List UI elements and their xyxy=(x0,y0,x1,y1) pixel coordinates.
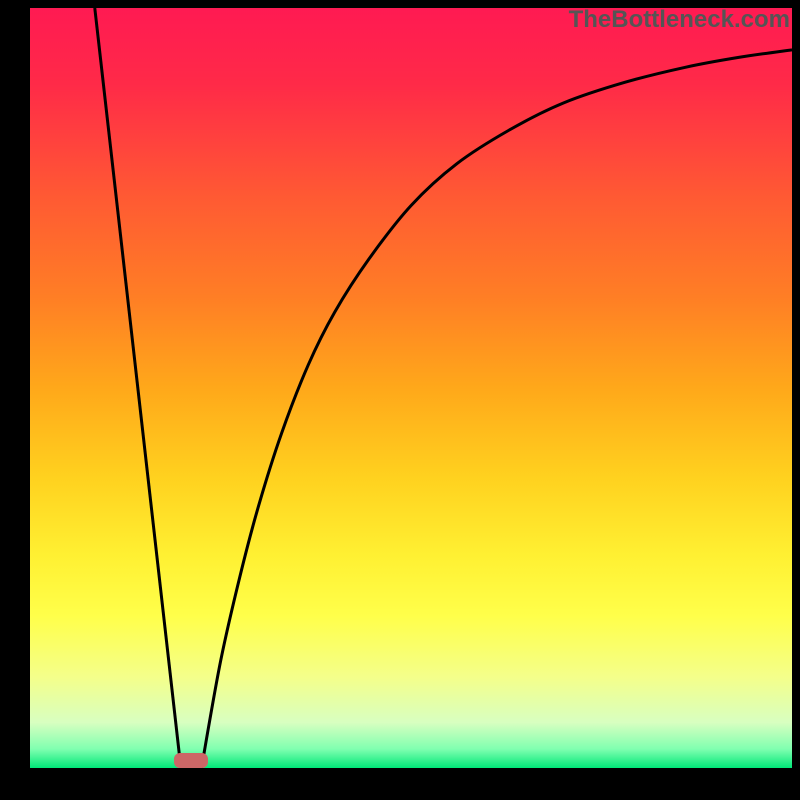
bottleneck-marker xyxy=(174,753,208,768)
plot-area xyxy=(30,8,792,768)
gradient-background xyxy=(30,8,792,768)
watermark-text: TheBottleneck.com xyxy=(569,6,790,34)
chart-container: TheBottleneck.com xyxy=(0,0,800,800)
